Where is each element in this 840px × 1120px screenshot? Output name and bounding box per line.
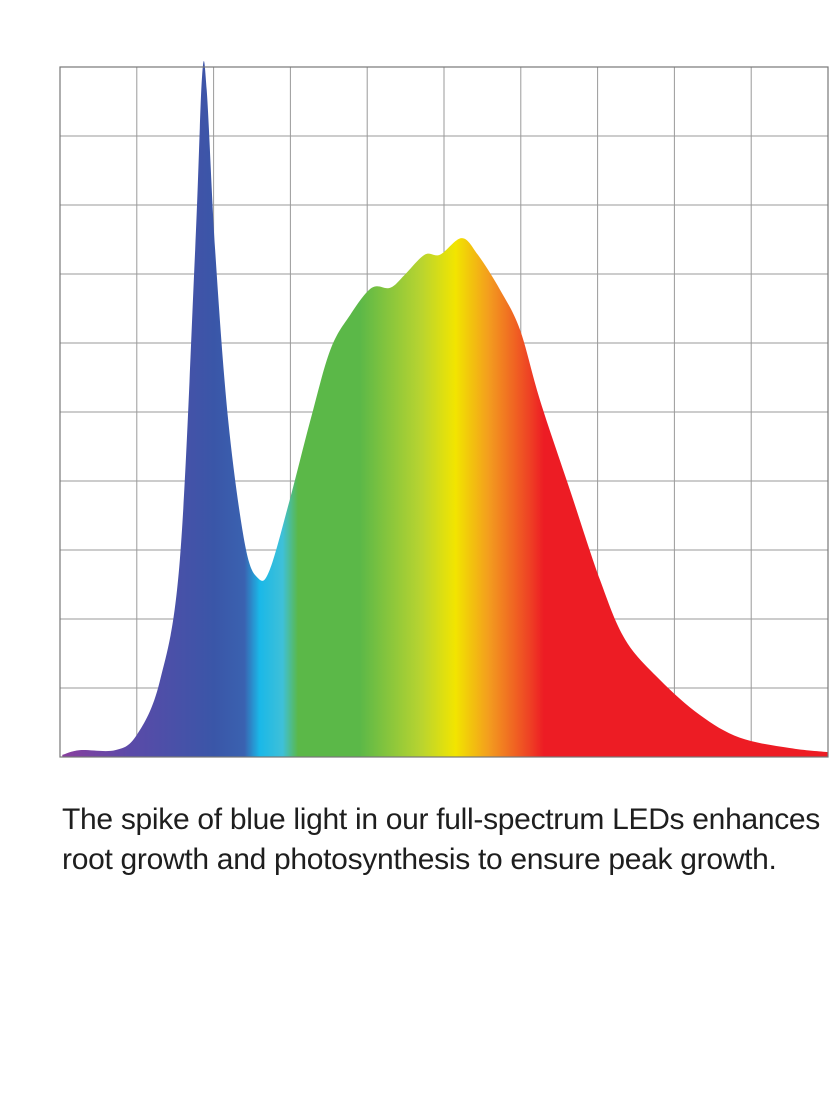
spectrum-chart bbox=[59, 60, 829, 758]
spectrum-area bbox=[62, 60, 828, 757]
plot-frame bbox=[59, 66, 829, 758]
caption: The spike of blue light in our full-spec… bbox=[62, 803, 821, 876]
